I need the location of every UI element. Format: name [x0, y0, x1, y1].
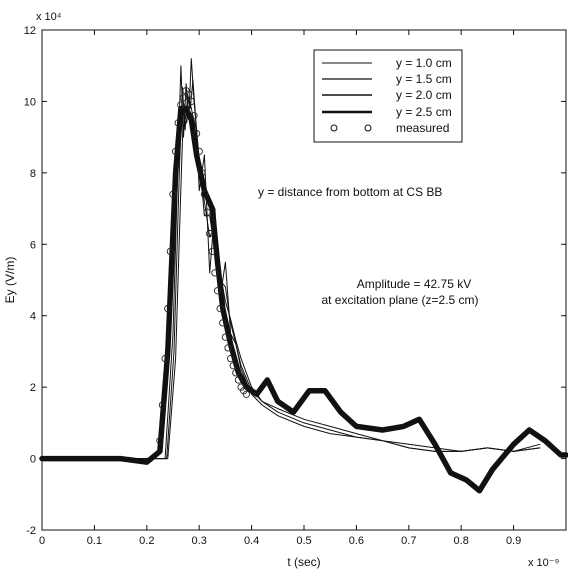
y-tick-label: 4	[30, 311, 36, 323]
point-measured	[174, 119, 182, 127]
x-tick-label: 0.7	[401, 535, 416, 547]
annotation-amplitude: Amplitude = 42.75 kV	[357, 277, 471, 291]
point-measured	[203, 208, 211, 216]
legend-label-measured: measured	[396, 121, 449, 135]
point-measured	[156, 437, 164, 445]
y-tick-label: 6	[30, 239, 36, 251]
point-measured	[242, 390, 251, 398]
point-measured	[177, 101, 185, 109]
point-measured	[187, 97, 195, 106]
y-tick-label: 2	[30, 382, 36, 394]
x-axis-label: t (sec)	[287, 555, 320, 569]
legend: y = 1.0 cm y = 1.5 cm y = 2.0 cm y = 2.5…	[313, 49, 463, 143]
y-tick-label: -2	[26, 525, 36, 537]
y-axis-label: Ey (V/m)	[3, 257, 17, 304]
annotation-distance: y = distance from bottom at CS BB	[258, 185, 442, 199]
legend-marker-measured-b	[364, 124, 372, 132]
annotation-excitation-plane: at excitation plane (z=2.5 cm)	[321, 293, 478, 307]
legend-box	[313, 49, 463, 143]
x-multiplier: x 10⁻⁹	[528, 557, 559, 569]
point-measured	[164, 304, 172, 313]
y-tick-label: 8	[30, 168, 36, 180]
point-measured	[206, 229, 214, 238]
y-multiplier: x 10⁴	[36, 11, 62, 23]
legend-label-y25: y = 2.5 cm	[396, 105, 452, 119]
x-tick-label: 0.6	[349, 535, 364, 547]
point-measured	[179, 94, 188, 102]
x-tick-label: 0.8	[454, 535, 469, 547]
point-measured	[219, 319, 227, 327]
series-measured	[156, 87, 251, 445]
point-measured	[229, 362, 237, 370]
point-measured	[234, 376, 243, 384]
legend-label-y1: y = 1.0 cm	[396, 56, 452, 70]
y-tick-label: 12	[24, 25, 36, 37]
point-measured	[192, 129, 201, 138]
point-measured	[161, 354, 169, 363]
point-measured	[221, 333, 230, 341]
point-measured	[185, 90, 193, 98]
point-measured	[169, 190, 177, 198]
legend-label-y2: y = 2.0 cm	[396, 88, 452, 102]
point-measured	[158, 401, 167, 409]
legend-marker-measured-a	[330, 124, 338, 132]
series-line-y-2-5-cm	[39, 105, 568, 494]
point-measured	[224, 344, 232, 352]
point-measured	[232, 369, 240, 377]
x-tick-label: 0.9	[506, 535, 521, 547]
y-tick-label: 10	[24, 96, 36, 108]
x-tick-label: 0.5	[296, 535, 311, 547]
y-tick-label: 0	[30, 454, 36, 466]
point-measured	[216, 304, 224, 313]
point-measured	[171, 147, 180, 156]
point-measured	[211, 269, 219, 277]
point-measured	[198, 169, 206, 177]
x-tick-label: 0.3	[192, 535, 207, 547]
x-tick-label: 0	[39, 535, 45, 547]
plot-area	[41, 29, 567, 531]
point-measured	[208, 247, 216, 256]
point-measured	[166, 247, 175, 256]
point-measured	[195, 147, 203, 156]
point-measured	[200, 190, 209, 198]
point-measured	[226, 354, 235, 363]
legend-label-y15: y = 1.5 cm	[396, 72, 452, 86]
point-measured	[190, 112, 198, 120]
x-tick-label: 0.1	[87, 535, 102, 547]
x-tick-label: 0.2	[139, 535, 154, 547]
point-measured	[213, 287, 222, 295]
series-line-y-2-0-cm	[41, 100, 541, 460]
x-tick-label: 0.4	[244, 535, 259, 547]
series-layer	[39, 58, 568, 494]
